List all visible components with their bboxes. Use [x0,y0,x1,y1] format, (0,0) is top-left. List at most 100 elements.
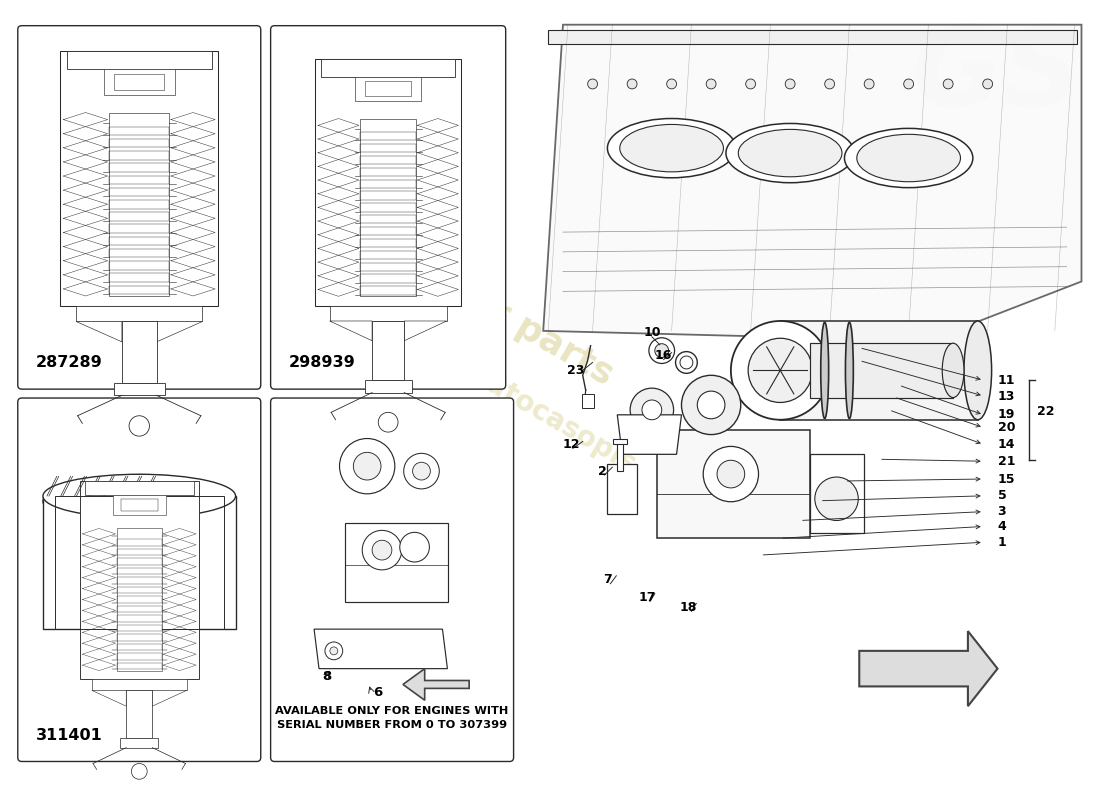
Text: 311401: 311401 [35,728,102,742]
Bar [361,168,416,176]
Bar [43,496,235,629]
Bar [109,188,169,196]
Ellipse shape [857,134,960,182]
Polygon shape [152,690,187,706]
Bar [122,322,156,382]
Polygon shape [617,415,682,454]
Ellipse shape [821,322,828,418]
Bar [109,261,169,270]
Circle shape [825,79,835,89]
Text: 19: 19 [998,408,1015,422]
Text: 15: 15 [998,473,1015,486]
Circle shape [372,540,392,560]
Bar [109,163,169,172]
Ellipse shape [726,123,855,182]
Circle shape [865,79,874,89]
Text: 12: 12 [562,438,580,451]
Text: 3: 3 [998,505,1006,518]
Ellipse shape [845,128,972,188]
Text: GS: GS [912,21,1084,127]
Text: 20: 20 [998,421,1015,434]
Bar [114,74,164,90]
Text: 5: 5 [998,490,1006,502]
Bar [109,126,169,135]
Circle shape [362,530,402,570]
Bar [810,343,953,398]
Ellipse shape [738,130,842,177]
Ellipse shape [619,125,724,172]
Bar [117,615,162,622]
Ellipse shape [943,343,964,398]
Bar [109,212,169,221]
Circle shape [982,79,992,89]
Ellipse shape [43,474,235,518]
Text: 23: 23 [568,364,584,377]
Circle shape [324,642,343,660]
Bar [607,464,637,514]
Bar [112,495,166,514]
Circle shape [667,79,676,89]
Text: 13: 13 [998,390,1015,402]
Text: 6: 6 [373,686,383,699]
Bar [85,481,194,495]
Ellipse shape [607,118,736,178]
Circle shape [815,477,858,521]
Circle shape [706,79,716,89]
Text: 18: 18 [680,601,697,614]
Bar [67,51,212,69]
Circle shape [730,321,829,420]
Bar [109,200,169,209]
Text: 21: 21 [998,454,1015,468]
Bar [60,51,218,306]
Circle shape [697,391,725,418]
Bar [780,321,978,420]
Bar [361,156,416,164]
FancyBboxPatch shape [271,26,506,389]
Circle shape [131,763,147,779]
Circle shape [717,460,745,488]
Bar [109,175,169,184]
FancyBboxPatch shape [18,26,261,389]
Circle shape [642,400,662,420]
Bar [120,738,158,748]
Bar [117,568,162,574]
Text: 4: 4 [998,520,1006,533]
FancyBboxPatch shape [271,398,514,762]
Polygon shape [404,321,447,341]
Bar [117,634,162,641]
Circle shape [404,454,439,489]
Bar [614,438,627,445]
Circle shape [703,446,759,502]
Bar [109,139,169,147]
Circle shape [682,375,740,434]
Bar [55,496,223,629]
Bar [117,653,162,660]
Ellipse shape [43,474,235,528]
Circle shape [785,79,795,89]
Text: a passion for parts: a passion for parts [270,171,619,392]
Bar [117,625,162,631]
Text: 11: 11 [998,374,1015,386]
Bar [117,643,162,650]
Circle shape [904,79,914,89]
Circle shape [630,388,673,432]
Polygon shape [403,669,469,700]
Bar [109,286,169,294]
Ellipse shape [846,322,854,418]
Bar [114,382,165,395]
Circle shape [378,412,398,432]
Bar [361,239,416,247]
Circle shape [748,338,812,402]
Bar [361,250,416,259]
Polygon shape [548,30,1077,45]
Text: 8: 8 [322,670,331,683]
Bar [810,454,865,534]
Circle shape [353,452,381,480]
Text: 16: 16 [654,349,672,362]
Bar [657,430,810,538]
Circle shape [340,438,395,494]
Bar [372,321,404,380]
Circle shape [412,462,430,480]
Bar [109,237,169,246]
Bar [126,690,152,738]
